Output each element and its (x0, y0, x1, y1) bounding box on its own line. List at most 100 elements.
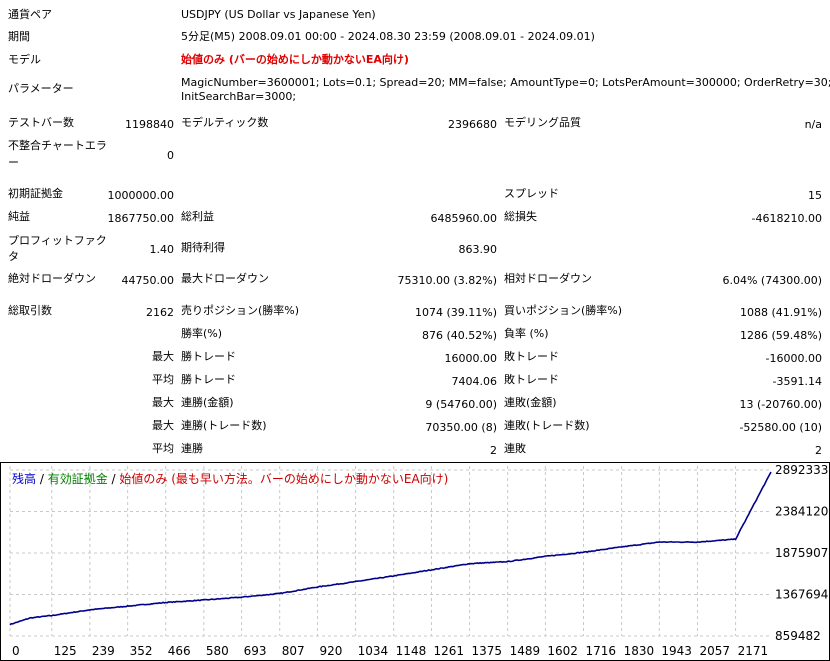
x-tick-label: 466 (168, 644, 191, 658)
loss-rate-value: 1286 (59.48%) (739, 329, 822, 342)
x-tick-label: 1716 (586, 644, 617, 658)
loss-rate-label: 負率 (%) (504, 327, 549, 340)
consecutive-wins-money-label: 連勝(金額) (181, 396, 234, 409)
x-tick-label: 1034 (358, 644, 389, 658)
legend-balance: 残高 (12, 472, 37, 486)
x-tick-label: 693 (244, 644, 267, 658)
x-tick-label: 239 (92, 644, 115, 658)
qualifier-max-2: 最大 (152, 396, 174, 409)
long-positions-value: 1088 (41.91%) (739, 306, 822, 319)
long-positions-label: 買いポジション(勝率%) (504, 304, 623, 317)
consecutive-wins-trades-value: 70350.00 (8) (425, 421, 497, 434)
x-tick-label: 2057 (699, 644, 730, 658)
qualifier-avg-1: 平均 (152, 373, 174, 386)
quality-value: n/a (804, 118, 822, 131)
qualifier-avg-2: 平均 (152, 442, 174, 455)
win-rate-label: 勝率(%) (181, 327, 223, 340)
x-tick-label: 580 (206, 644, 229, 658)
deposit-value: 1000000.00 (107, 189, 174, 202)
avg-consecutive-losses-label: 連敗 (504, 442, 526, 455)
consecutive-wins-money-value: 9 (54760.00) (425, 398, 497, 411)
deposit-label: 初期証拠金 (8, 187, 63, 200)
gross-profit-value: 6485960.00 (430, 212, 497, 225)
mismatch-label-1: 不整合チャートエラ (8, 139, 107, 152)
symbol-value: USDJPY (US Dollar vs Japanese Yen) (181, 8, 376, 21)
ticks-value: 2396680 (448, 118, 497, 131)
absolute-drawdown-value: 44750.00 (121, 274, 175, 287)
profit-factor-value: 1.40 (149, 243, 175, 256)
x-tick-label: 2171 (738, 644, 769, 658)
largest-win-label: 勝トレード (181, 350, 236, 363)
expected-payoff-value: 863.90 (458, 243, 498, 256)
x-tick-label: 1148 (396, 644, 427, 658)
x-tick-label: 807 (282, 644, 305, 658)
report-table: 通貨ペア USDJPY (US Dollar vs Japanese Yen) … (8, 8, 830, 457)
avg-loss-value: -3591.14 (772, 375, 822, 388)
mismatch-label-2: ー (8, 156, 19, 169)
y-tick-label: 2384120 (775, 505, 828, 519)
consecutive-losses-money-label: 連敗(金額) (504, 396, 557, 409)
balance-chart-svg: 0 125 239 352 466 580 693 807 920 1034 1148 1261 137… (0, 462, 830, 661)
net-profit-label: 純益 (8, 210, 30, 223)
spread-value: 15 (808, 189, 822, 202)
period-value: 5分足(M5) 2008.09.01 00:00 - 2024.08.30 23… (181, 30, 595, 43)
x-tick-label: 125 (54, 644, 77, 658)
bars-label: テストバー数 (8, 116, 74, 129)
avg-win-label: 勝トレード (181, 373, 236, 386)
avg-consecutive-wins-value: 2 (490, 444, 497, 457)
x-tick-label: 1602 (547, 644, 578, 658)
legend-equity: 有効証拠金 (47, 472, 108, 486)
avg-loss-label: 敗トレード (504, 373, 559, 386)
largest-loss-label: 敗トレード (504, 350, 559, 363)
consecutive-losses-money-value: 13 (-20760.00) (739, 398, 822, 411)
x-tick-label: 1830 (624, 644, 655, 658)
gross-loss-label: 総損失 (504, 210, 537, 223)
legend-separator-1: / (36, 472, 48, 486)
x-tick-label: 1261 (433, 644, 464, 658)
y-tick-label: 859482 (775, 629, 821, 643)
params-line-2: InitSearchBar=3000; (181, 90, 297, 103)
largest-loss-value: -16000.00 (765, 352, 822, 365)
params-line-1: MagicNumber=3600001; Lots=0.1; Spread=20… (181, 76, 830, 89)
avg-win-value: 7404.06 (451, 375, 498, 388)
plot-area (10, 466, 771, 636)
absolute-drawdown-label: 絶対ドローダウン (8, 272, 96, 285)
qualifier-max-3: 最大 (152, 419, 174, 432)
model-value: 始値のみ (バーの始めにしか動かないEA向け) (181, 53, 409, 66)
max-drawdown-value: 75310.00 (3.82%) (397, 274, 497, 287)
symbol-label: 通貨ペア (8, 8, 52, 21)
balance-graph: 0 125 239 352 466 580 693 807 920 1034 1148 1261 137… (0, 462, 830, 661)
net-profit-value: 1867750.00 (107, 212, 174, 225)
avg-consecutive-wins-label: 連勝 (181, 442, 203, 455)
model-label: モデル (8, 53, 41, 66)
period-label: 期間 (8, 30, 30, 43)
gross-profit-label: 総利益 (181, 210, 214, 223)
avg-consecutive-losses-value: 2 (815, 444, 822, 457)
total-trades-label: 総取引数 (8, 304, 52, 317)
short-positions-label: 売りポジション(勝率%) (181, 304, 300, 317)
max-drawdown-label: 最大ドローダウン (181, 272, 269, 285)
mismatch-value: 0 (167, 149, 174, 162)
profit-factor-label-1: プロフィットファク (8, 234, 107, 247)
win-rate-value: 876 (40.52%) (421, 329, 497, 342)
legend-separator-2: / (107, 472, 120, 486)
consecutive-wins-trades-label: 連勝(トレード数) (181, 419, 267, 432)
profit-factor-label-2: タ (8, 250, 19, 263)
expected-payoff-label: 期待利得 (181, 241, 225, 254)
short-positions-value: 1074 (39.11%) (414, 306, 497, 319)
chart-legend: 残高 / 有効証拠金 / 始値のみ (最も早い方法。バーの始めにしか動かないEA… (12, 470, 448, 487)
x-tick-label: 1375 (472, 644, 503, 658)
x-tick-label: 1489 (510, 644, 541, 658)
x-tick-label: 352 (130, 644, 153, 658)
qualifier-max-1: 最大 (152, 350, 174, 363)
y-tick-label: 1875907 (775, 546, 828, 560)
spread-label: スプレッド (504, 187, 559, 200)
legend-model: 始値のみ (最も早い方法。バーの始めにしか動かないEA向け) (119, 472, 449, 486)
x-tick-label: 1943 (661, 644, 692, 658)
ticks-label: モデルティック数 (181, 116, 269, 129)
x-tick-label: 0 (12, 644, 20, 658)
balance-line (9, 471, 772, 626)
consecutive-losses-trades-value: -52580.00 (10) (739, 421, 822, 434)
relative-drawdown-value: 6.04% (74300.00) (722, 274, 822, 287)
y-tick-label: 1367694 (775, 588, 828, 602)
